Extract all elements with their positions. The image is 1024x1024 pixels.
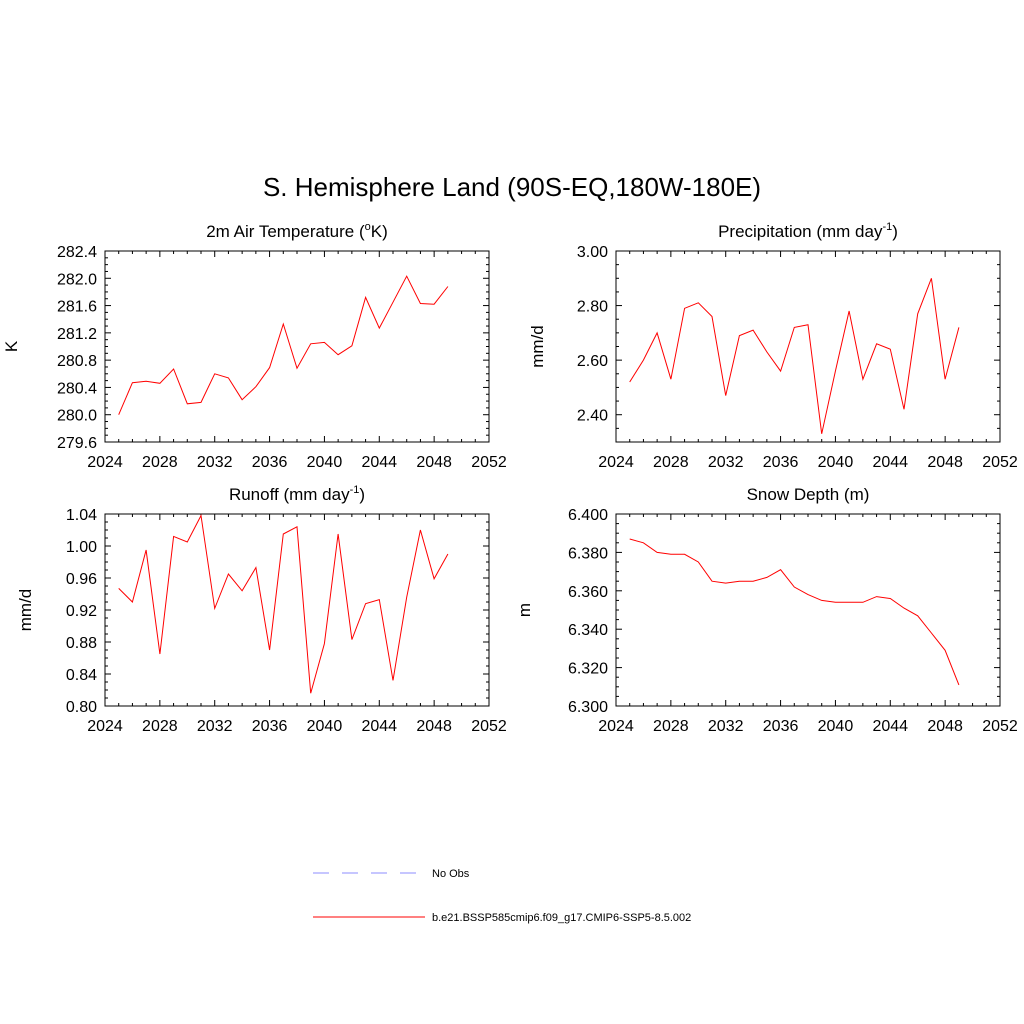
x-tick-label: 2028 bbox=[142, 718, 178, 735]
panel-title: Runoff (mm day-1) bbox=[229, 484, 365, 504]
y-tick-label: 280.8 bbox=[57, 353, 97, 370]
x-tick-label: 2036 bbox=[763, 454, 799, 471]
y-axis-label: mm/d bbox=[528, 325, 547, 368]
x-tick-label: 2048 bbox=[416, 718, 452, 735]
y-tick-label: 0.88 bbox=[66, 635, 97, 652]
y-tick-label: 0.96 bbox=[66, 571, 97, 588]
x-tick-label: 2024 bbox=[87, 718, 123, 735]
series-line bbox=[118, 513, 449, 694]
x-tick-label: 2044 bbox=[872, 718, 908, 735]
x-tick-label: 2040 bbox=[818, 454, 854, 471]
x-tick-label: 2032 bbox=[197, 718, 233, 735]
x-tick-label: 2032 bbox=[708, 454, 744, 471]
y-tick-label: 0.84 bbox=[66, 667, 97, 684]
x-tick-label: 2032 bbox=[708, 718, 744, 735]
y-tick-label: 3.00 bbox=[577, 244, 608, 261]
y-tick-label: 0.92 bbox=[66, 603, 97, 620]
y-tick-label: 279.6 bbox=[57, 435, 97, 452]
x-tick-label: 2044 bbox=[361, 718, 397, 735]
panel-0: 2m Air Temperature (oK) 2024 2028 2032 2036 2… bbox=[2, 221, 507, 471]
x-tick-label: 2048 bbox=[927, 454, 963, 471]
x-tick-label: 2044 bbox=[361, 454, 397, 471]
y-tick-label: 281.6 bbox=[57, 299, 97, 316]
x-tick-label: 2052 bbox=[471, 454, 507, 471]
x-tick-label: 2040 bbox=[307, 718, 343, 735]
x-tick-label: 2036 bbox=[763, 718, 799, 735]
y-tick-label: 2.60 bbox=[577, 353, 608, 370]
y-tick-label: 6.380 bbox=[568, 545, 608, 562]
y-tick-label: 280.0 bbox=[57, 408, 97, 425]
y-tick-label: 2.80 bbox=[577, 299, 608, 316]
y-tick-label: 6.300 bbox=[568, 699, 608, 716]
panels: 2m Air Temperature (oK) 2024 2028 2032 2036 2… bbox=[2, 221, 1018, 735]
x-tick-label: 2028 bbox=[142, 454, 178, 471]
main-title: S. Hemisphere Land (90S-EQ,180W-180E) bbox=[263, 172, 761, 202]
series-line bbox=[629, 538, 960, 686]
series-line bbox=[629, 278, 960, 434]
panel-title: Precipitation (mm day-1) bbox=[718, 221, 898, 241]
panel-title: 2m Air Temperature (oK) bbox=[206, 221, 388, 241]
x-tick-label: 2036 bbox=[252, 454, 288, 471]
x-tick-label: 2044 bbox=[872, 454, 908, 471]
y-tick-label: 6.400 bbox=[568, 507, 608, 524]
x-tick-label: 2048 bbox=[416, 454, 452, 471]
y-tick-label: 6.340 bbox=[568, 622, 608, 639]
y-tick-label: 281.2 bbox=[57, 326, 97, 343]
y-tick-label: 1.00 bbox=[66, 539, 97, 556]
legend-model-label: b.e21.BSSP585cmip6.f09_g17.CMIP6-SSP5-8.… bbox=[432, 912, 691, 924]
plot-frame bbox=[615, 250, 1001, 443]
y-tick-label: 2.40 bbox=[577, 408, 608, 425]
y-axis-label: m bbox=[515, 603, 534, 617]
x-tick-label: 2028 bbox=[653, 454, 689, 471]
y-tick-label: 6.320 bbox=[568, 661, 608, 678]
panel-2: Runoff (mm day-1) 2024 2028 2032 2036 2040 204… bbox=[16, 484, 507, 735]
plot-frame bbox=[104, 250, 490, 443]
x-tick-label: 2028 bbox=[653, 718, 689, 735]
y-tick-label: 282.0 bbox=[57, 271, 97, 288]
x-tick-label: 2040 bbox=[818, 718, 854, 735]
panel-1: Precipitation (mm day-1) 2024 2028 2032 2036… bbox=[528, 221, 1018, 471]
x-tick-label: 2052 bbox=[982, 718, 1018, 735]
legend: No Obs b.e21.BSSP585cmip6.f09_g17.CMIP6-… bbox=[313, 868, 691, 924]
y-tick-label: 6.360 bbox=[568, 584, 608, 601]
x-tick-label: 2024 bbox=[598, 718, 634, 735]
panel-title: Snow Depth (m) bbox=[747, 485, 870, 504]
y-tick-label: 1.04 bbox=[66, 507, 97, 524]
y-tick-label: 0.80 bbox=[66, 699, 97, 716]
x-tick-label: 2024 bbox=[87, 454, 123, 471]
x-tick-label: 2052 bbox=[471, 718, 507, 735]
x-tick-label: 2036 bbox=[252, 718, 288, 735]
x-tick-label: 2052 bbox=[982, 454, 1018, 471]
y-tick-label: 280.4 bbox=[57, 380, 97, 397]
x-tick-label: 2032 bbox=[197, 454, 233, 471]
x-tick-label: 2048 bbox=[927, 718, 963, 735]
plot-frame bbox=[104, 513, 490, 707]
series-line bbox=[118, 275, 449, 415]
legend-obs-label: No Obs bbox=[432, 868, 470, 880]
x-tick-label: 2024 bbox=[598, 454, 634, 471]
panel-3: Snow Depth (m) 2024 2028 2032 2036 2040 2044 20… bbox=[515, 485, 1018, 735]
y-axis-label: K bbox=[2, 340, 21, 352]
y-tick-label: 282.4 bbox=[57, 244, 97, 261]
x-tick-label: 2040 bbox=[307, 454, 343, 471]
y-axis-label: mm/d bbox=[16, 589, 35, 632]
plot-frame bbox=[615, 513, 1001, 707]
